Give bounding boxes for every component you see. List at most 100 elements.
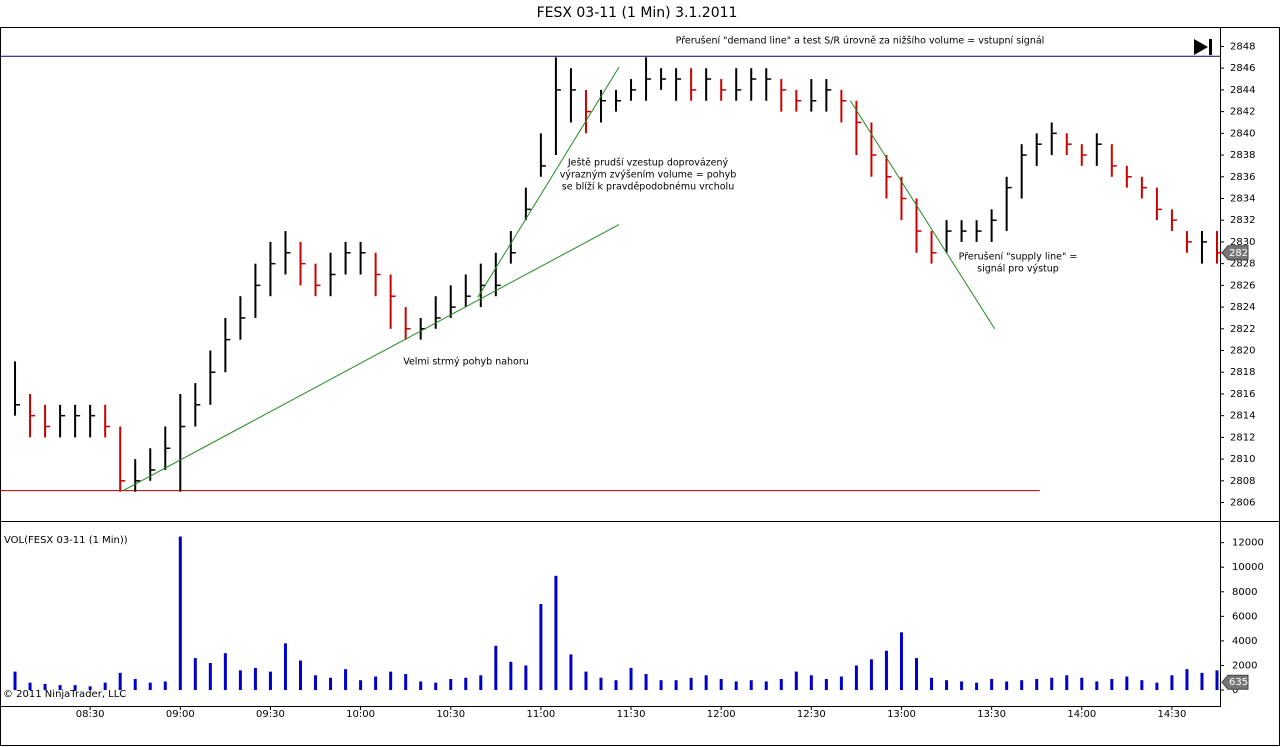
- volume-bar: [58, 685, 62, 691]
- y2-tick-label: 8000: [1232, 587, 1257, 598]
- y-tick-label: 2846: [1230, 63, 1255, 74]
- volume-bar: [930, 677, 934, 691]
- volume-bar: [1080, 677, 1084, 691]
- x-tick-label: 09:00: [166, 709, 195, 720]
- y-tick-label: 2824: [1230, 302, 1255, 313]
- play-icon[interactable]: [1194, 39, 1208, 55]
- volume-bar: [419, 681, 423, 691]
- volume-bar: [148, 682, 152, 691]
- volume-bar: [794, 671, 798, 691]
- y2-tick-label: 4000: [1232, 636, 1257, 647]
- x-tick-label: 14:30: [1158, 709, 1187, 720]
- volume-bar: [824, 678, 828, 691]
- volume-bar: [945, 680, 949, 691]
- x-tick-label: 12:00: [707, 709, 736, 720]
- volume-bar: [899, 632, 903, 691]
- volume-bar: [629, 667, 633, 691]
- y2-tick-label: 2000: [1232, 660, 1257, 671]
- last-value-box: [1221, 674, 1249, 690]
- volume-bar: [975, 682, 979, 691]
- volume-bar: [884, 650, 888, 691]
- frame: [0, 27, 1280, 746]
- volume-bar: [208, 663, 212, 691]
- volume-bar: [554, 575, 558, 691]
- x-tick-label: 10:30: [436, 709, 465, 720]
- volume-bar: [73, 685, 77, 691]
- y-tick-label: 2816: [1230, 389, 1255, 400]
- volume-bar: [1125, 676, 1129, 691]
- y-tick-label: 2808: [1230, 476, 1255, 487]
- scroll-end-icon[interactable]: [1194, 39, 1212, 55]
- y-tick-label: 2832: [1230, 215, 1255, 226]
- trend-line: [849, 100, 996, 330]
- y2-tick-label: 12000: [1232, 538, 1264, 549]
- volume-bar: [990, 678, 994, 691]
- volume-bar: [449, 678, 453, 691]
- volume-bar: [298, 660, 302, 691]
- volume-bar: [689, 677, 693, 691]
- x-tick-label: 11:00: [526, 709, 555, 720]
- x-tick-label: 12:30: [797, 709, 826, 720]
- volume-bar: [329, 677, 333, 691]
- y-tick-label: 2826: [1230, 280, 1255, 291]
- volume-bar: [644, 674, 648, 691]
- annotation: se blíží k pravděpodobnému vrcholu: [562, 182, 734, 193]
- volume-bar: [404, 674, 408, 691]
- last-value-label: 635: [1229, 677, 1248, 688]
- volume-bar: [268, 671, 272, 691]
- volume-bar: [960, 681, 964, 691]
- volume-bar: [253, 667, 257, 691]
- volume-bar: [28, 682, 32, 691]
- volume-bar: [464, 677, 468, 691]
- volume-bar: [434, 682, 438, 691]
- x-tick-label: 13:30: [977, 709, 1006, 720]
- y-tick-label: 2812: [1230, 432, 1255, 443]
- y-tick-label: 2838: [1230, 150, 1255, 161]
- copyright: © 2011 NinjaTrader, LLC: [3, 689, 126, 700]
- volume-bar: [118, 672, 122, 691]
- last-value-box: [1221, 245, 1249, 261]
- volume-bar: [524, 665, 528, 691]
- volume-bar: [869, 659, 873, 691]
- y-tick-label: 2830: [1230, 237, 1255, 248]
- x-tick-label: 11:30: [617, 709, 646, 720]
- x-tick-label: 10:00: [346, 709, 375, 720]
- volume-bar: [88, 686, 92, 691]
- volume-bar: [1155, 682, 1159, 691]
- chart-title: FESX 03-11 (1 Min) 3.1.2011: [537, 5, 738, 21]
- trend-line: [122, 224, 620, 492]
- volume-bar: [1035, 678, 1039, 691]
- volume-bar: [1020, 680, 1024, 691]
- volume-bar: [1170, 675, 1174, 691]
- trend-line: [477, 66, 620, 298]
- volume-bar: [344, 669, 348, 691]
- volume-bar: [193, 658, 197, 691]
- y2-tick-label: 0: [1232, 685, 1238, 696]
- volume-bar: [494, 645, 498, 691]
- annotation: Přerušení "supply line" =: [959, 252, 1078, 263]
- volume-bar: [13, 671, 17, 691]
- volume-bar: [178, 536, 182, 691]
- y-tick-label: 2818: [1230, 367, 1255, 378]
- end-bar-icon[interactable]: [1209, 39, 1212, 55]
- y-tick-label: 2836: [1230, 172, 1255, 183]
- volume-bar: [915, 658, 919, 691]
- volume-bar: [1050, 677, 1054, 691]
- volume-bar: [539, 604, 543, 691]
- volume-bar: [133, 678, 137, 691]
- volume-bar: [809, 675, 813, 691]
- x-tick-label: 09:30: [256, 709, 285, 720]
- volume-bar: [1215, 670, 1219, 691]
- volume-bar: [719, 678, 723, 691]
- volume-bar: [223, 653, 227, 691]
- volume-bar: [359, 680, 363, 691]
- volume-bar: [749, 680, 753, 691]
- x-tick-label: 08:30: [76, 709, 105, 720]
- y-tick-label: 2810: [1230, 454, 1255, 465]
- volume-bar: [584, 671, 588, 691]
- volume-bar: [1065, 675, 1069, 691]
- volume-bar: [1200, 672, 1204, 691]
- volume-bar: [479, 675, 483, 691]
- last-value-label: 2829: [1229, 248, 1254, 259]
